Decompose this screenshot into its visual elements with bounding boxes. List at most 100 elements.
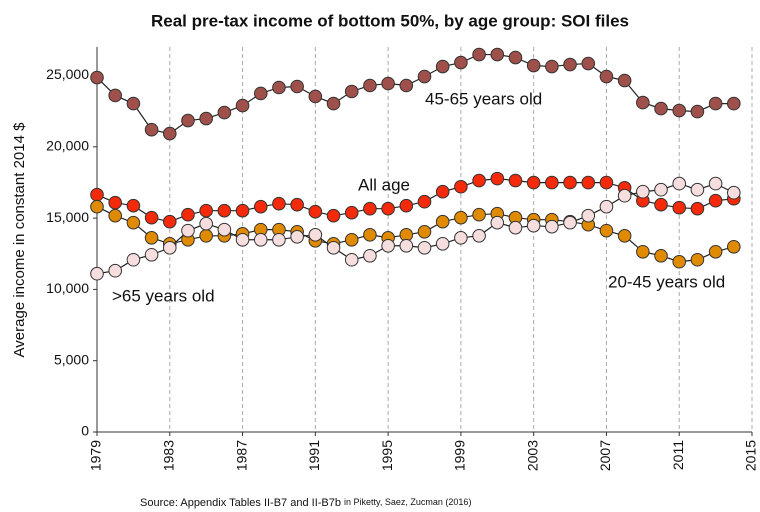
point	[727, 239, 741, 254]
point	[235, 203, 250, 218]
point	[727, 185, 741, 200]
point	[108, 195, 122, 210]
point	[563, 57, 577, 72]
point	[253, 199, 268, 214]
point	[654, 182, 668, 197]
point	[90, 199, 104, 214]
point	[381, 201, 395, 216]
point	[435, 236, 450, 251]
point	[417, 240, 432, 255]
point	[490, 47, 505, 62]
point	[344, 205, 359, 220]
point	[417, 194, 432, 209]
x-tick-label: 2015	[743, 440, 759, 471]
x-tick-label: 1999	[452, 440, 468, 471]
point	[217, 203, 232, 218]
point	[199, 216, 213, 231]
point	[472, 47, 486, 62]
point	[108, 88, 122, 103]
point	[617, 188, 632, 203]
point	[217, 105, 232, 120]
point	[181, 223, 195, 238]
point	[581, 175, 596, 190]
point	[363, 201, 377, 216]
point	[617, 73, 632, 88]
point	[526, 218, 541, 233]
point	[581, 56, 596, 71]
point	[126, 215, 141, 230]
series-label: >65 years old	[112, 286, 215, 305]
point	[399, 78, 414, 93]
point	[599, 223, 614, 238]
point	[435, 59, 450, 74]
point	[162, 214, 177, 229]
point	[108, 263, 122, 278]
point	[272, 232, 286, 247]
point	[563, 175, 577, 190]
point	[545, 175, 559, 190]
point	[617, 228, 632, 243]
point	[199, 111, 213, 126]
point	[508, 173, 523, 188]
point	[472, 207, 486, 222]
point	[381, 76, 395, 91]
point	[162, 240, 177, 255]
point	[672, 200, 687, 215]
point	[381, 238, 395, 253]
x-tick-label: 1991	[306, 440, 322, 471]
point	[363, 78, 377, 93]
point	[253, 86, 268, 101]
point	[599, 199, 614, 214]
source-main: Source: Appendix Tables II-B7 and II-B7b	[140, 497, 341, 509]
point	[90, 266, 104, 281]
point	[454, 55, 468, 70]
point	[526, 175, 541, 190]
point	[217, 222, 232, 237]
point	[181, 113, 195, 128]
y-tick-label: 0	[81, 423, 89, 439]
point	[636, 244, 650, 259]
point	[654, 197, 668, 212]
point	[690, 182, 705, 197]
point	[581, 208, 596, 223]
y-tick-label: 20,000	[46, 138, 89, 154]
point	[727, 96, 741, 111]
series-label: 20-45 years old	[608, 272, 725, 291]
point	[454, 230, 468, 245]
point	[344, 84, 359, 99]
point	[708, 176, 723, 191]
point	[563, 215, 577, 230]
point	[272, 196, 286, 211]
x-tick-label: 2003	[524, 440, 540, 471]
point	[708, 244, 723, 259]
point	[308, 204, 323, 219]
source-detail: in Piketty, Saez, Zucman (2016)	[344, 497, 471, 507]
point	[490, 215, 505, 230]
x-tick-label: 1995	[379, 440, 395, 471]
point	[144, 230, 159, 245]
point	[599, 175, 614, 190]
source: Source: Appendix Tables II-B7 and II-B7b…	[140, 497, 471, 509]
point	[708, 96, 723, 111]
y-axis-label: Average income in constant 2014 $	[11, 122, 28, 358]
point	[290, 79, 304, 94]
point	[690, 252, 705, 267]
point	[126, 198, 141, 213]
series-label: All age	[358, 175, 410, 194]
point	[672, 103, 687, 118]
point	[508, 220, 523, 235]
point	[526, 58, 541, 73]
point	[654, 101, 668, 116]
point	[290, 197, 304, 212]
point	[344, 252, 359, 267]
point	[181, 207, 195, 222]
point	[708, 193, 723, 208]
x-tick-label: 2011	[670, 440, 686, 470]
point	[636, 95, 650, 110]
point	[599, 69, 614, 84]
point	[235, 232, 250, 247]
point	[144, 210, 159, 225]
y-tick-label: 15,000	[46, 209, 89, 225]
point	[144, 247, 159, 262]
